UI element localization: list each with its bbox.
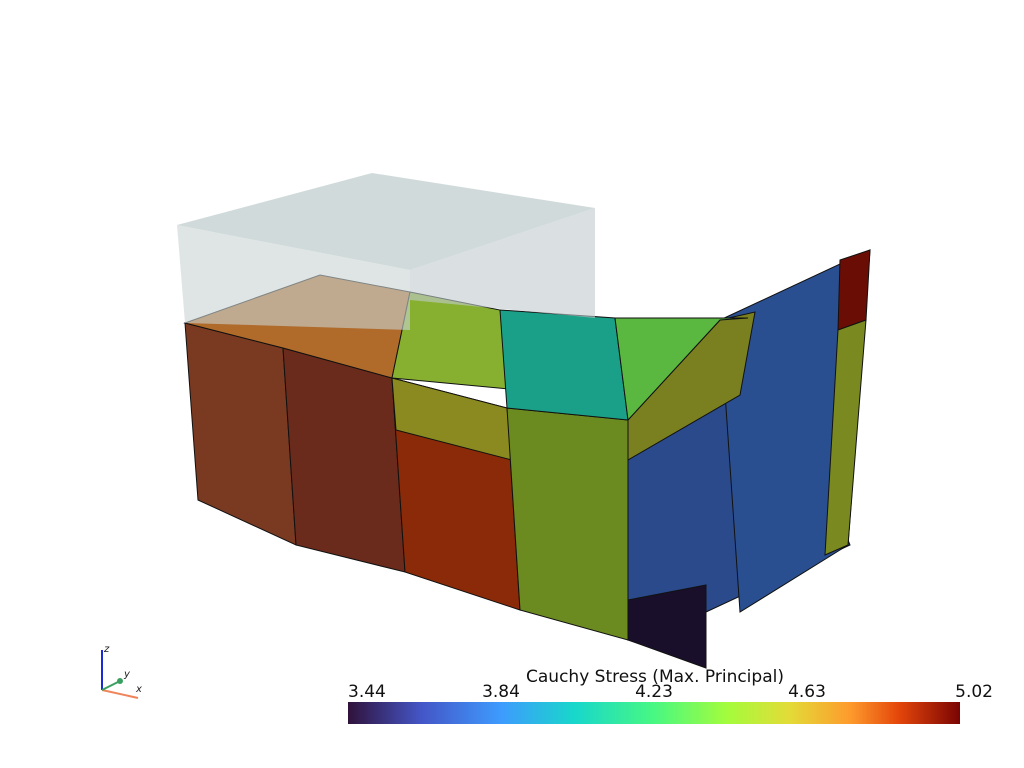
- colorbar: [348, 702, 960, 724]
- box-side: [410, 208, 595, 318]
- axis-label: y: [123, 669, 131, 680]
- colorbar-tick-label: 4.23: [635, 682, 673, 702]
- box-front: [177, 225, 410, 330]
- axis-label: z: [103, 644, 110, 655]
- axis-label: x: [135, 684, 142, 695]
- colorbar-title: Cauchy Stress (Max. Principal): [526, 667, 784, 687]
- colorbar-tick-label: 4.63: [788, 682, 826, 702]
- colorbar-tick-label: 5.02: [955, 682, 993, 702]
- colorbar-tick-label: 3.44: [348, 682, 386, 702]
- axes-triad: z y x: [101, 644, 142, 699]
- colorbar-tick-label: 3.84: [482, 682, 520, 702]
- box-top: [177, 173, 595, 270]
- mesh: [183, 249, 871, 669]
- colorbar-ticks: 3.44 3.84 4.23 4.63 5.02: [348, 682, 993, 702]
